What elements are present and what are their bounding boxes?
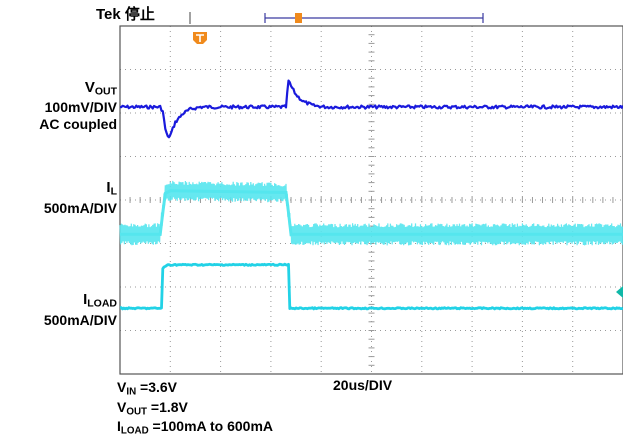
trace-iload [119,262,623,311]
cond-vout-value: =1.8V [147,399,188,415]
cond-vin-sub: IN [126,386,137,398]
scope-status-label: Tek 停止 [96,6,155,23]
trigger-level-icon [616,286,623,298]
cond-vout-sub: OUT [126,406,148,418]
timebase-label: 20us/DIV [333,377,393,393]
vout-scale-label: 100mV/DIV [44,99,117,115]
trace-il [119,180,623,246]
trigger-point-glyph [196,34,204,42]
iload-scale-label: 500mA/DIV [43,312,117,328]
vout-name-sub: OUT [94,85,117,98]
il-channel-name: IL [106,180,117,197]
condition-iload: ILOAD =100mA to 600mA [117,419,273,436]
graticule-grid [119,25,623,375]
cond-vin-value: =3.6V [136,379,178,395]
record-bracket-ends [264,13,484,23]
waveform-traces [119,79,623,311]
iload-name-sub: LOAD [87,297,117,310]
il-scale-label: 500mA/DIV [43,200,117,216]
vout-channel-name: VOUT [85,80,117,97]
trace-vout [119,79,623,139]
vout-trace-line [119,79,623,139]
cond-iload-main: I [117,418,121,434]
cond-iload-value: =100mA to 600mA [148,418,274,434]
cond-vin-main: V [117,379,127,395]
il-trace-line [120,189,623,236]
condition-vout: VOUT =1.8V [117,400,188,417]
trigger-position-icon [295,13,302,23]
vout-name-main: V [84,79,95,96]
il-name-sub: L [110,185,117,198]
iload-name-main: I [83,291,88,308]
il-ripple-band [119,180,623,246]
trigger-markers [189,12,623,298]
cond-iload-sub: LOAD [120,425,149,437]
iload-trace-line [119,262,623,311]
iload-channel-name: ILOAD [83,292,117,309]
il-name-main: I [106,179,111,196]
condition-vin: VIN =3.6V [117,380,177,397]
vout-coupling-label: AC coupled [39,116,117,132]
cond-vout-main: V [117,399,127,415]
graticule-frame [119,25,623,375]
